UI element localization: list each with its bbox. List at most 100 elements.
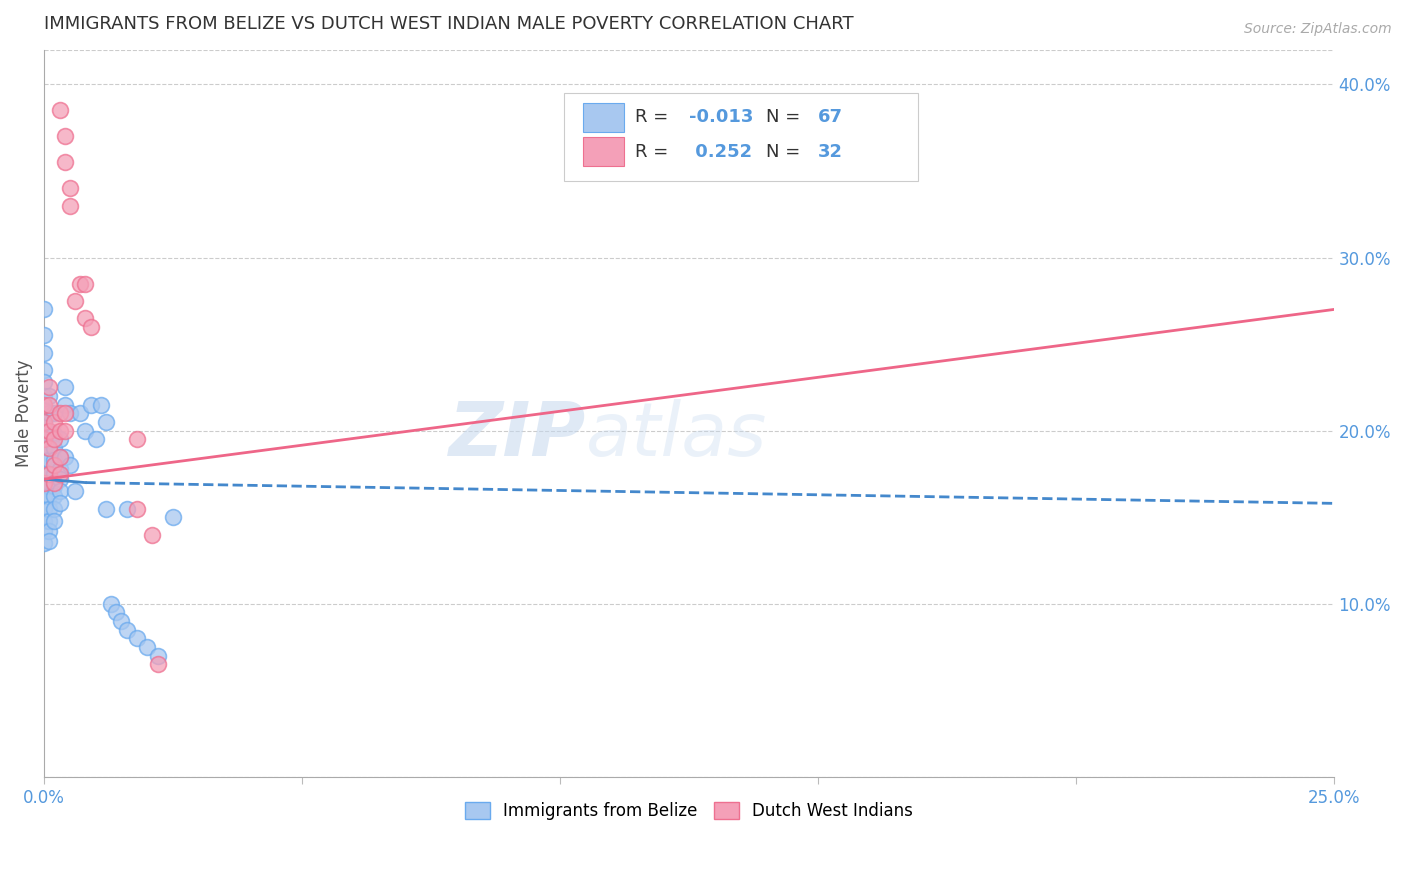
Point	[53, 450, 76, 464]
Text: Source: ZipAtlas.com: Source: ZipAtlas.com	[1244, 22, 1392, 37]
Point	[32, 403, 55, 417]
Point	[32, 415, 55, 429]
Point	[32, 536, 55, 550]
Point	[125, 632, 148, 646]
Point	[44, 467, 66, 481]
Point	[53, 380, 76, 394]
Text: ZIP: ZIP	[449, 399, 586, 472]
Text: R =: R =	[634, 143, 673, 161]
FancyBboxPatch shape	[583, 137, 624, 166]
Text: 67: 67	[818, 109, 842, 127]
Point	[38, 441, 60, 455]
Point	[38, 389, 60, 403]
Point	[32, 490, 55, 504]
Point	[44, 406, 66, 420]
Point	[48, 450, 70, 464]
Point	[100, 597, 122, 611]
Text: atlas: atlas	[586, 399, 768, 471]
Text: N =: N =	[766, 143, 806, 161]
Point	[44, 490, 66, 504]
Point	[38, 398, 60, 412]
Text: -0.013: -0.013	[689, 109, 754, 127]
FancyBboxPatch shape	[564, 94, 918, 181]
Point	[69, 277, 91, 291]
Point	[32, 363, 55, 377]
Point	[53, 406, 76, 420]
Point	[32, 514, 55, 528]
Point	[79, 398, 101, 412]
Point	[48, 496, 70, 510]
Point	[94, 415, 117, 429]
Point	[48, 424, 70, 438]
Point	[44, 501, 66, 516]
Point	[48, 467, 70, 481]
Point	[115, 623, 138, 637]
Point	[32, 501, 55, 516]
Text: 32: 32	[818, 143, 842, 161]
Point	[48, 450, 70, 464]
Point	[53, 398, 76, 412]
Point	[48, 103, 70, 118]
Point	[32, 475, 55, 490]
Point	[38, 467, 60, 481]
Point	[38, 501, 60, 516]
Point	[44, 427, 66, 442]
Point	[48, 472, 70, 486]
Point	[32, 441, 55, 455]
Point	[32, 427, 55, 442]
Point	[48, 484, 70, 499]
Legend: Immigrants from Belize, Dutch West Indians: Immigrants from Belize, Dutch West India…	[458, 795, 920, 827]
Point	[53, 155, 76, 169]
Text: IMMIGRANTS FROM BELIZE VS DUTCH WEST INDIAN MALE POVERTY CORRELATION CHART: IMMIGRANTS FROM BELIZE VS DUTCH WEST IND…	[44, 15, 853, 33]
Point	[32, 389, 55, 403]
Point	[32, 479, 55, 493]
Point	[32, 398, 55, 412]
Point	[32, 345, 55, 359]
Point	[32, 302, 55, 317]
Point	[59, 199, 82, 213]
Point	[44, 415, 66, 429]
Point	[75, 311, 97, 326]
Point	[38, 534, 60, 549]
Point	[141, 527, 163, 541]
Point	[32, 328, 55, 343]
Point	[32, 453, 55, 467]
Text: N =: N =	[766, 109, 806, 127]
Point	[48, 461, 70, 475]
Point	[84, 433, 107, 447]
Text: 0.252: 0.252	[689, 143, 752, 161]
Point	[59, 406, 82, 420]
Point	[32, 524, 55, 538]
Y-axis label: Male Poverty: Male Poverty	[15, 359, 32, 467]
Point	[44, 475, 66, 490]
Point	[59, 458, 82, 473]
Point	[38, 524, 60, 538]
Point	[94, 501, 117, 516]
Point	[63, 484, 86, 499]
Point	[146, 657, 169, 672]
Point	[105, 606, 128, 620]
Point	[69, 406, 91, 420]
Point	[38, 424, 60, 438]
Point	[38, 479, 60, 493]
Point	[59, 181, 82, 195]
Point	[38, 514, 60, 528]
Point	[79, 319, 101, 334]
Point	[146, 648, 169, 663]
Point	[38, 453, 60, 467]
Point	[44, 453, 66, 467]
Text: R =: R =	[634, 109, 673, 127]
Point	[32, 467, 55, 481]
Point	[38, 424, 60, 438]
Point	[63, 293, 86, 308]
Point	[53, 129, 76, 144]
Point	[38, 490, 60, 504]
Point	[48, 433, 70, 447]
Point	[115, 501, 138, 516]
Point	[44, 458, 66, 473]
Point	[162, 510, 184, 524]
Point	[44, 479, 66, 493]
Point	[75, 424, 97, 438]
Point	[38, 441, 60, 455]
Point	[38, 467, 60, 481]
